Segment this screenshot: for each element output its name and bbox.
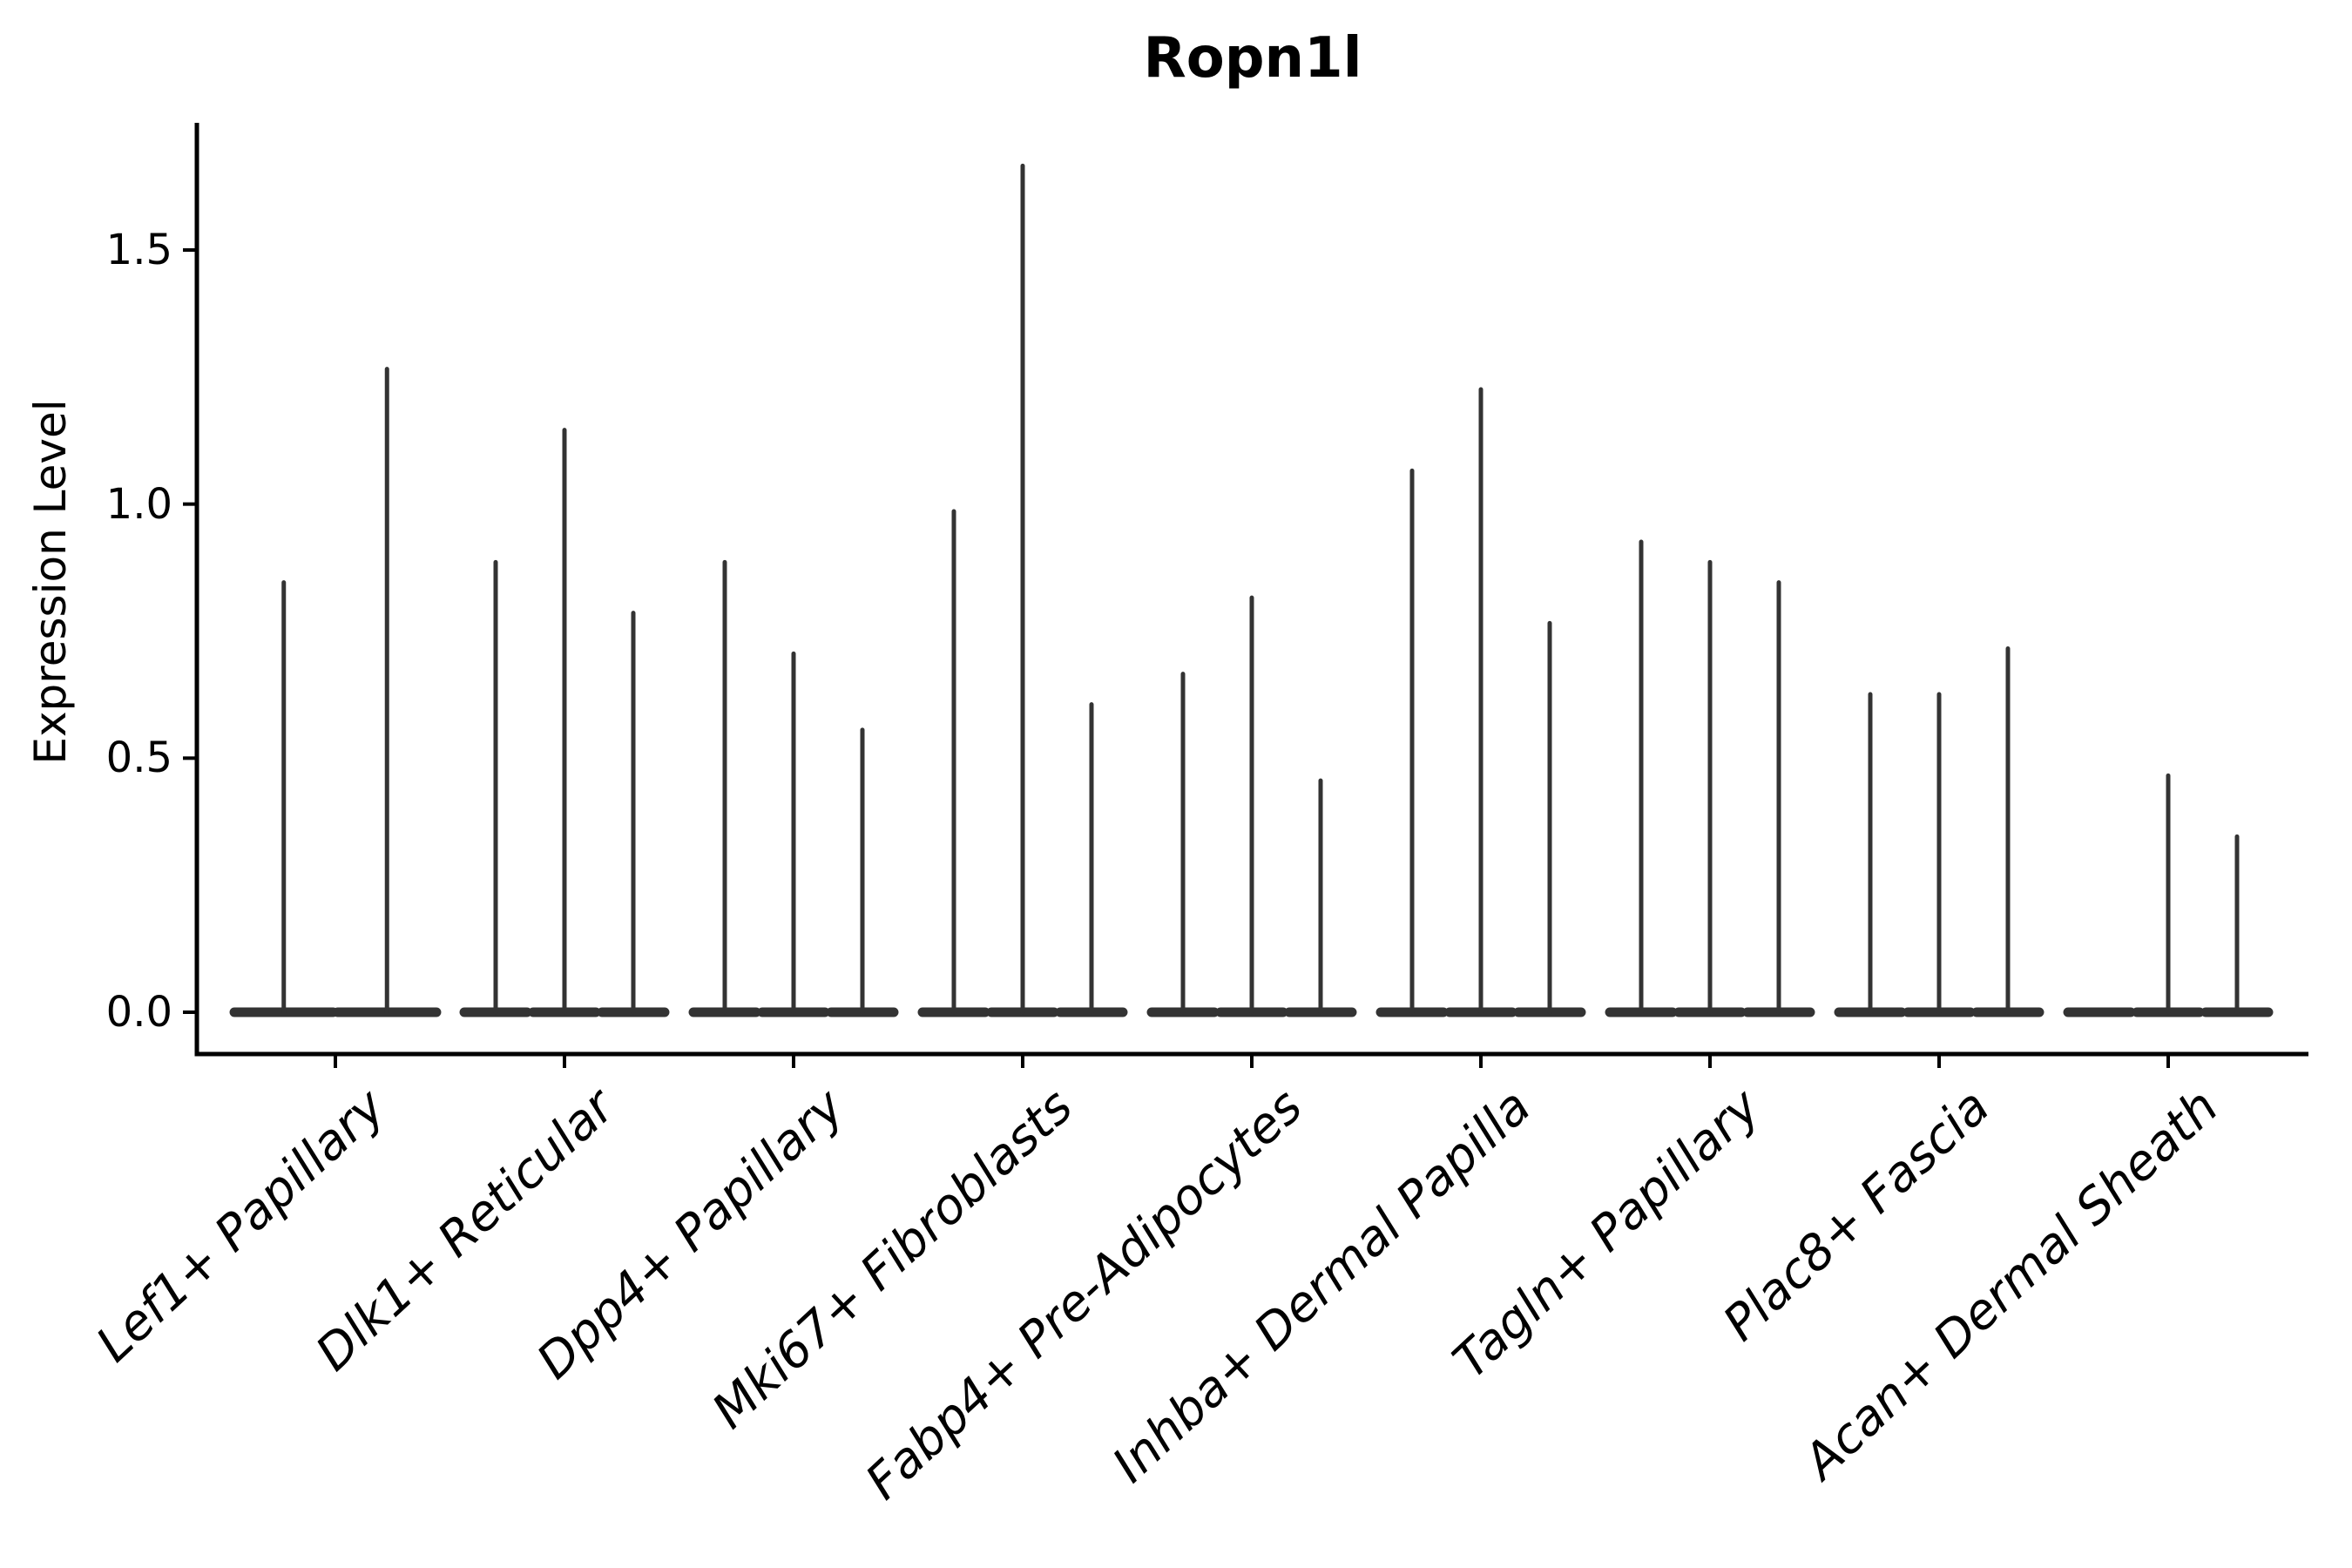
- chart-title: Ropn1l: [1143, 26, 1362, 91]
- y-tick-label-1: 0.5: [105, 733, 172, 783]
- violin-base: [2063, 1007, 2136, 1017]
- y-tick-label-2: 1.0: [105, 479, 172, 529]
- y-tick-label-0: 0.0: [105, 988, 172, 1037]
- y-tick-label-3: 1.5: [105, 226, 172, 274]
